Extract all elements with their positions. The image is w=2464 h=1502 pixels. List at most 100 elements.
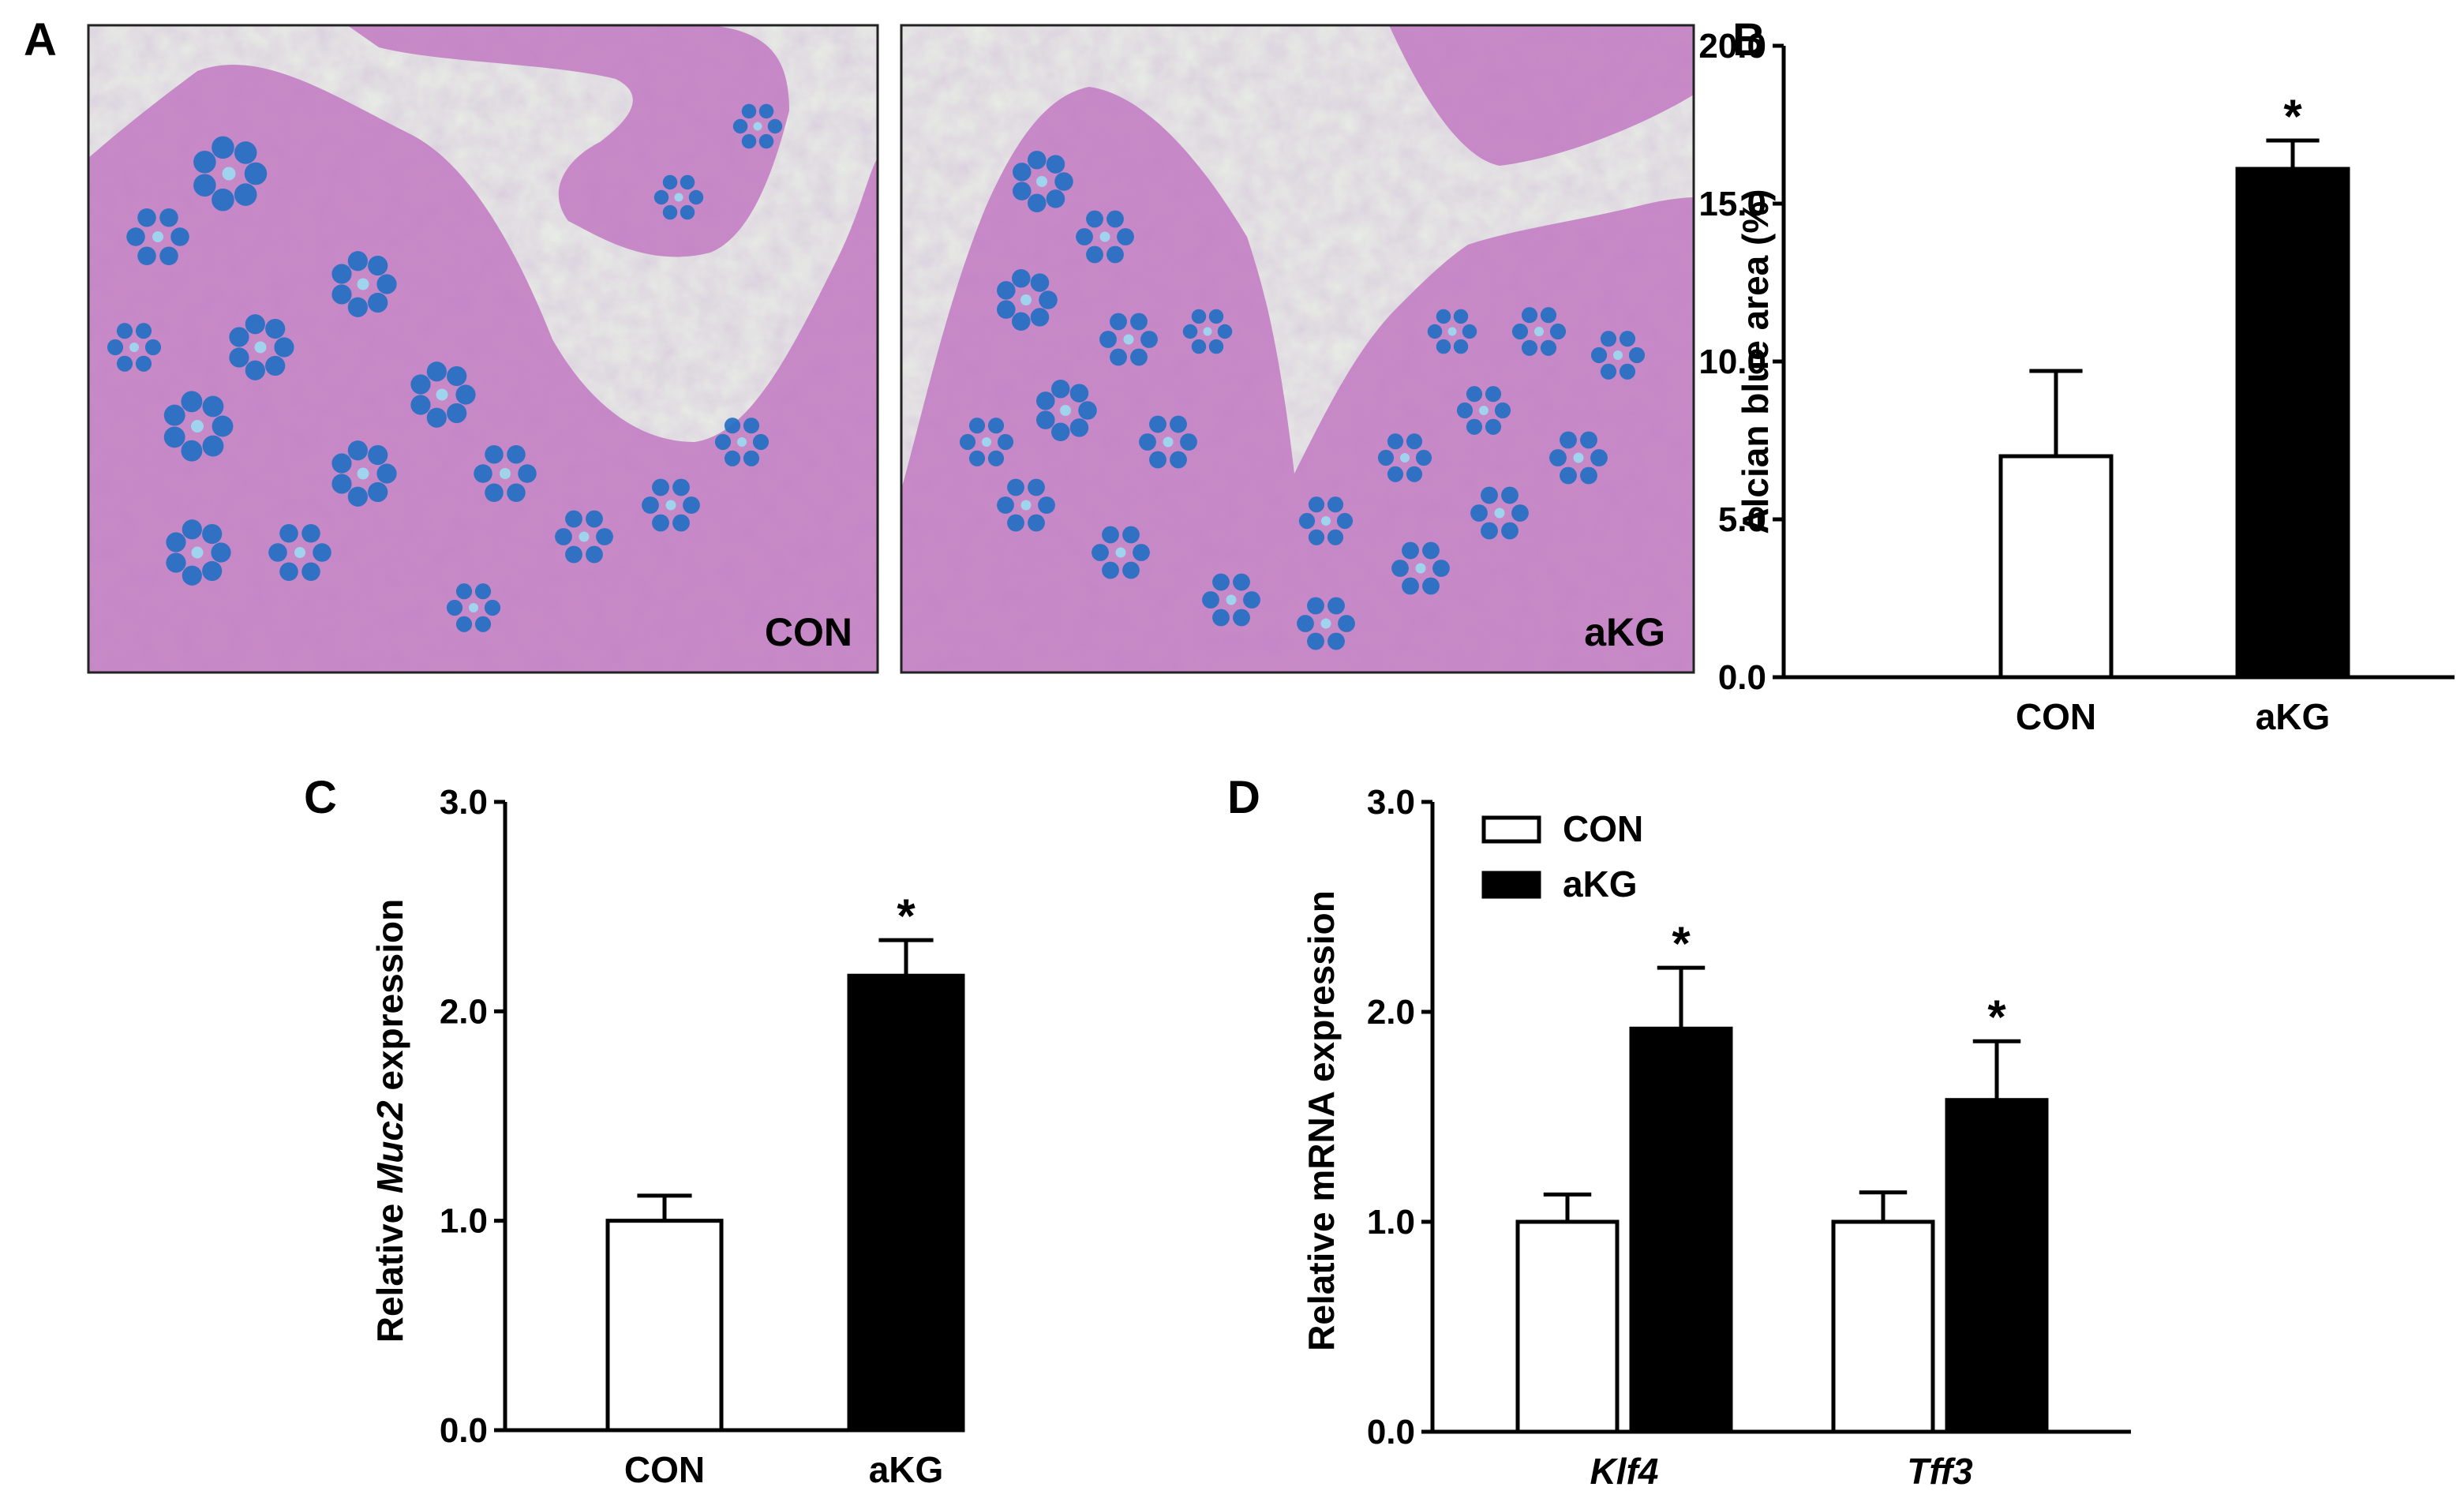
goblet-cell (1028, 514, 1045, 532)
goblet-cell (987, 418, 1005, 434)
significance-star: * (1987, 991, 2006, 1043)
goblet-cell (743, 450, 760, 466)
goblet-cell (1456, 402, 1474, 419)
crypt-lumen (1479, 406, 1489, 415)
goblet-cell (234, 183, 257, 206)
goblet-cell (1140, 331, 1158, 348)
goblet-cell (1122, 561, 1140, 579)
goblet-cell (1102, 526, 1119, 544)
crypt-lumen (1226, 594, 1237, 605)
y-axis-label: Relative mRNA expression (1301, 890, 1342, 1351)
x-category-label: Tff3 (1907, 1451, 1973, 1492)
crypt-lumen (191, 546, 204, 559)
goblet-cell (1030, 308, 1050, 327)
goblet-cell (1212, 609, 1230, 627)
goblet-cell (565, 545, 582, 564)
goblet-cell (1099, 331, 1117, 348)
goblet-cell (135, 355, 152, 372)
goblet-cell (1436, 339, 1451, 354)
goblet-cell (732, 118, 748, 134)
goblet-cell (1013, 163, 1032, 182)
crypt-lumen (674, 193, 683, 202)
micrograph-label-con: CON (765, 610, 852, 654)
goblet-cells (107, 103, 783, 632)
goblet-cell (1233, 609, 1250, 627)
y-axis-label: Alcian blue area (%) (1735, 189, 1776, 534)
goblet-cell (1549, 323, 1567, 340)
goblet-cell (1076, 228, 1093, 245)
goblet-cell (1406, 466, 1423, 482)
goblet-cell (1012, 268, 1031, 288)
goblet-cell (368, 255, 388, 276)
goblet-cell (212, 415, 234, 437)
goblet-cell (126, 227, 145, 246)
goblet-cell (1619, 363, 1636, 380)
tissue-texture (901, 25, 1694, 672)
y-tick-label: 0.0 (1367, 1413, 1415, 1451)
crypt-lumen (1534, 327, 1544, 336)
crypt-lumen (1573, 452, 1584, 463)
micrograph-border (87, 24, 879, 674)
goblet-cell (1051, 379, 1070, 399)
goblet-cell (1139, 433, 1156, 451)
bar (1515, 1219, 1620, 1434)
goblet-cell (474, 583, 492, 600)
bar (2235, 167, 2350, 680)
goblet-cell (265, 355, 286, 376)
goblet-cell (1107, 210, 1124, 228)
crypt-lumen (579, 531, 590, 542)
goblet-cell (202, 560, 223, 582)
goblet-cell (1481, 486, 1498, 504)
goblet-cell (1243, 591, 1260, 609)
x-category-label: aKG (2256, 696, 2331, 737)
goblet-cell (968, 450, 986, 466)
goblet-cell (1208, 339, 1224, 354)
goblet-cell (1485, 418, 1502, 435)
goblet-cell (347, 297, 368, 317)
goblet-cell (1110, 348, 1127, 366)
goblet-cell (1191, 309, 1207, 324)
goblet-cell (1208, 309, 1224, 324)
goblet-cell (1028, 478, 1045, 496)
goblet-cell (1338, 615, 1355, 632)
goblet-cell (724, 450, 741, 466)
goblet-cell (1466, 418, 1483, 435)
goblet-cell (447, 365, 467, 387)
crypt-lumen (294, 547, 305, 558)
goblet-cell (144, 339, 162, 356)
goblet-cell (565, 510, 582, 528)
goblet-cell (1307, 597, 1324, 615)
goblet-cell (1110, 313, 1127, 331)
goblet-cell (1122, 526, 1140, 544)
goblet-cell (1432, 560, 1450, 577)
bar (1831, 1219, 1935, 1434)
goblet-cell (1436, 309, 1451, 324)
goblet-cell (758, 103, 774, 119)
goblet-cell (1327, 632, 1345, 650)
goblet-cell (202, 435, 224, 457)
goblet-cell (211, 542, 231, 563)
goblet-cell (752, 433, 770, 451)
goblet-cell (1327, 529, 1344, 545)
goblet-cell (474, 616, 492, 632)
legend-swatch (1481, 815, 1541, 844)
goblet-cell (1422, 577, 1440, 595)
y-tick-label: 3.0 (1367, 783, 1415, 822)
goblet-cell (1560, 431, 1577, 449)
goblet-cell (1046, 189, 1065, 208)
goblet-cell (368, 481, 388, 503)
goblet-cell (997, 496, 1014, 514)
goblet-cell (968, 418, 986, 434)
y-tick-label: 20.0 (1698, 27, 1766, 66)
goblet-cell (484, 599, 501, 616)
crypt-lumen (1203, 327, 1212, 336)
goblet-cell (1182, 324, 1198, 339)
crypt-lumen (1036, 176, 1047, 187)
goblet-cell (1038, 496, 1055, 514)
crypt-lumen (1020, 294, 1032, 305)
crypt-lumen (500, 468, 511, 479)
y-tick-label: 1.0 (440, 1202, 488, 1241)
y-axis-label: Relative Muc2 expression (369, 899, 410, 1343)
goblet-cell (1170, 415, 1187, 433)
